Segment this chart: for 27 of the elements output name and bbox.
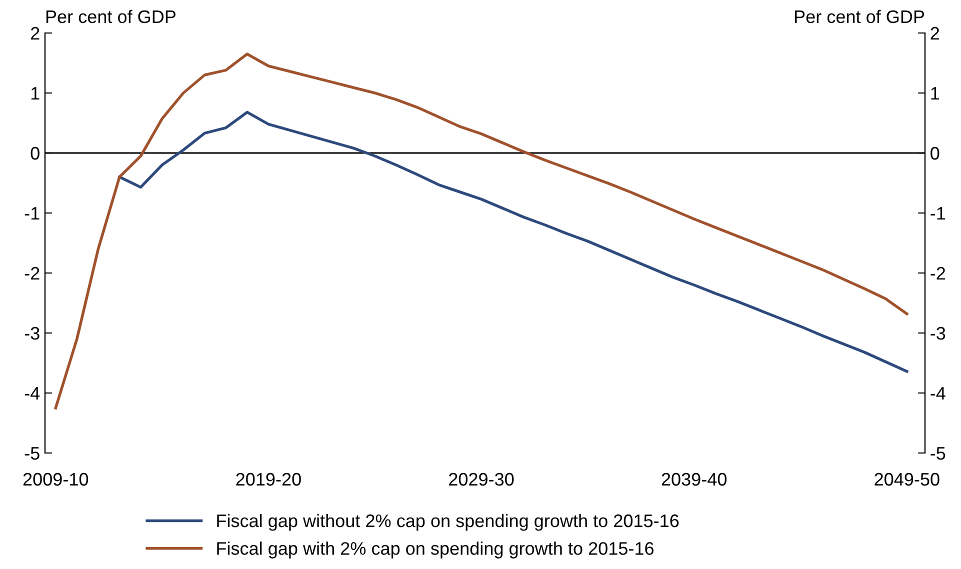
y2-axis-title: Per cent of GDP [795, 10, 924, 24]
x-tick-label: 2039-40 [662, 472, 727, 486]
y2-tick-label: 0 [930, 146, 940, 160]
x-tick-label: 2009-10 [23, 472, 88, 486]
y-tick-label: -5 [24, 447, 40, 460]
y-axis-title: Per cent of GDP [46, 10, 176, 24]
y-tick-label: -2 [24, 266, 40, 280]
legend-label: Fiscal gap with 2% cap on spending growth to 2015-16 [217, 542, 654, 558]
legend-label: Fiscal gap without 2% cap on spending growth to 2015-16 [217, 514, 679, 531]
y-tick-label: -1 [24, 207, 40, 220]
y2-tick-label: 2 [930, 26, 939, 40]
y-tick-label: -4 [24, 387, 40, 400]
y2-tick-label: -5 [930, 447, 946, 460]
y2-tick-label: 1 [931, 87, 940, 100]
y2-tick-label: -4 [930, 387, 946, 400]
y-tick-label: -3 [24, 326, 40, 340]
y-tick-label: 2 [31, 26, 40, 40]
y2-tick-label: -1 [930, 207, 946, 220]
y-tick-label: 1 [31, 87, 40, 100]
x-tick-label: 2029-30 [449, 472, 514, 486]
y2-tick-label: -3 [930, 326, 946, 340]
y2-tick-label: -2 [930, 266, 946, 280]
line-series [54, 52, 908, 410]
y-tick-label: 0 [30, 146, 40, 160]
x-tick-label: 2049-50 [874, 472, 940, 486]
x-tick-label: 2019-20 [236, 472, 301, 486]
line-series [118, 110, 908, 373]
